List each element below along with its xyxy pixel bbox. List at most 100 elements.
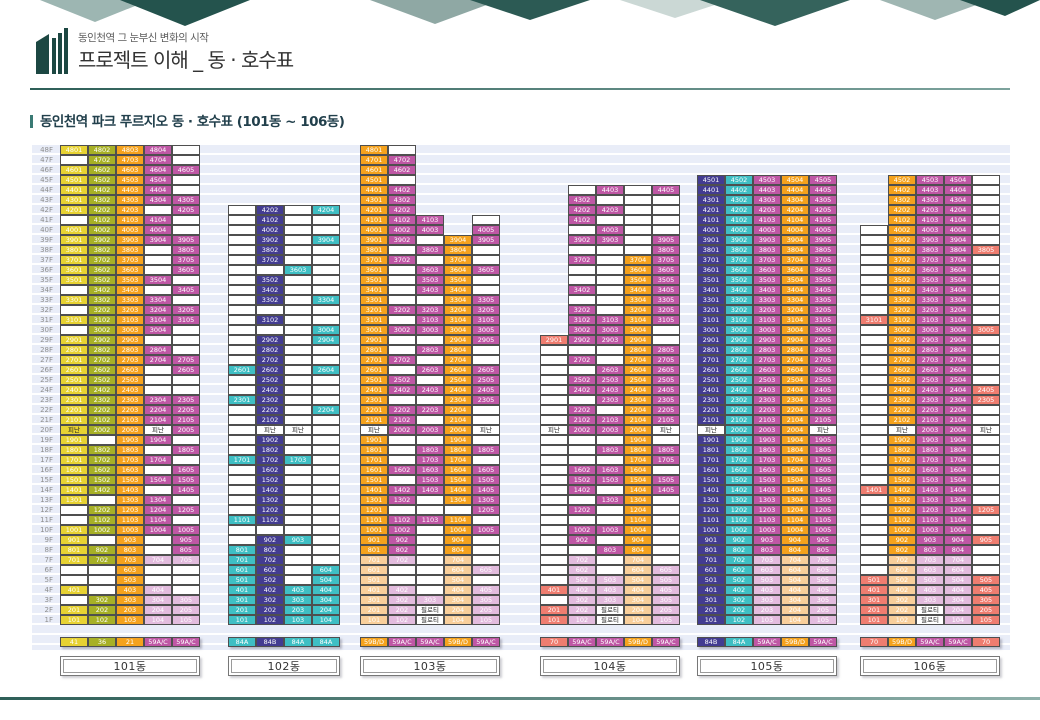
empty-unit-cell [144,365,172,375]
unit-cell: 3403 [416,285,444,295]
unit-cell: 2203 [116,405,144,415]
floor-row: 피난 2002 2003 피난 2005 [60,425,200,435]
floor-row: 2502 2503 2504 2505 [540,375,680,385]
unit-cell: 1304 [144,495,172,505]
unit-cell: 102 [88,615,116,625]
floor-label: 24F [40,386,53,394]
floor-row: 3201 3202 3203 3204 3205 [360,305,500,315]
unit-cell: 2801 [360,345,388,355]
unit-cell: 2105 [172,415,200,425]
floor-row: 2402 2403 2404 2405 [860,385,1000,395]
unit-cell: 1005 [172,525,200,535]
unit-cell: 401 [860,585,888,595]
empty-unit-cell [624,205,652,215]
no-unit [540,205,568,215]
empty-unit-cell [860,335,888,345]
unit-cell: 905 [809,535,837,545]
unit-cell: 3401 [360,285,388,295]
unit-cell: 2204 [144,405,172,415]
floor-row: 1501 1502 1503 1504 1505 [60,475,200,485]
floor-label: 9F [44,536,53,544]
unit-cell: 3205 [472,305,500,315]
empty-unit-cell [596,505,624,515]
empty-unit-cell [312,285,340,295]
empty-unit-cell [596,285,624,295]
unit-cell: 3102 [256,315,284,325]
unit-cell: 1104 [944,515,972,525]
unit-cell: 2802 [888,345,916,355]
unit-cell: 3902 [888,235,916,245]
empty-unit-cell [568,545,596,555]
floor-row: 801 802 [228,545,340,555]
floor-row: 401 402 403 404 405 [540,585,680,595]
unit-cell: 4301 [697,195,725,205]
empty-unit-cell [228,415,256,425]
no-unit [540,195,568,205]
unit-cell: 102 [725,615,753,625]
unit-cell: 1401 [360,485,388,495]
unit-cell: 2004 [624,425,652,435]
unit-cell: 3302 [256,295,284,305]
unit-cell: 1002 [568,525,596,535]
floor-row: 4102 4103 4104 [60,215,200,225]
floor-row: 3802 3803 3804 3805 [860,245,1000,255]
empty-unit-cell [284,355,312,365]
floor-row: 4002 4003 4004 [860,225,1000,235]
empty-unit-cell [540,415,568,425]
empty-unit-cell [652,525,680,535]
unit-cell: 2403 [116,385,144,395]
unit-cell: 1702 [725,455,753,465]
section-title-text: 동인천역 파크 푸르지오 동 · 호수표 (101동 ~ 106동) [40,114,345,130]
unit-cell: 2402 [725,385,753,395]
unit-type-label: 59A/C [753,637,781,647]
unit-cell: 501 [697,575,725,585]
empty-unit-cell [652,495,680,505]
floor-row: 701 702 [228,555,340,565]
unit-cell: 3103 [753,315,781,325]
unit-cell: 705 [172,555,200,565]
unit-cell: 2803 [416,345,444,355]
empty-unit-cell [596,565,624,575]
unit-cell: 302 [388,595,416,605]
unit-cell: 2302 [888,395,916,405]
empty-unit-cell [624,225,652,235]
empty-unit-cell [972,315,1000,325]
refuge-floor-cell: 피난 [888,425,916,435]
unit-cell: 101 [860,615,888,625]
unit-cell: 3105 [172,315,200,325]
unit-cell: 2102 [388,415,416,425]
unit-cell: 2804 [444,345,472,355]
empty-unit-cell [972,365,1000,375]
floor-row [228,305,340,315]
unit-cell: 402 [725,585,753,595]
floor-row: 1001 1002 1003 1004 1005 [697,525,837,535]
unit-cell: 4003 [116,225,144,235]
empty-unit-cell [860,395,888,405]
unit-cell: 1104 [444,515,472,525]
floor-row: 301 302 303 304 305 [860,595,1000,605]
empty-unit-cell [540,365,568,375]
unit-grid: 48F 47F 46F 45F 44F 43F 42F 41F 40F 39F 38F 37F 36F 3… [32,145,1022,685]
empty-unit-cell [860,445,888,455]
unit-type-label: 36 [88,637,116,647]
unit-cell: 1602 [256,465,284,475]
floor-row: 4301 4302 4303 4304 4305 [60,195,200,205]
empty-unit-cell [284,335,312,345]
unit-cell: 2704 [944,355,972,365]
unit-cell: 3305 [472,295,500,305]
unit-cell: 302 [256,595,284,605]
floor-row: 1201 1205 [360,505,500,515]
unit-cell: 903 [916,535,944,545]
empty-unit-cell [60,285,88,295]
unit-cell: 3105 [652,315,680,325]
unit-cell: 1003 [916,525,944,535]
empty-unit-cell [284,295,312,305]
unit-cell: 2205 [172,405,200,415]
empty-unit-cell [284,565,312,575]
unit-cell: 704 [781,555,809,565]
empty-unit-cell [312,505,340,515]
unit-cell: 2504 [624,375,652,385]
unit-cell: 3604 [944,265,972,275]
unit-cell: 101 [540,615,568,625]
unit-cell: 3502 [256,275,284,285]
